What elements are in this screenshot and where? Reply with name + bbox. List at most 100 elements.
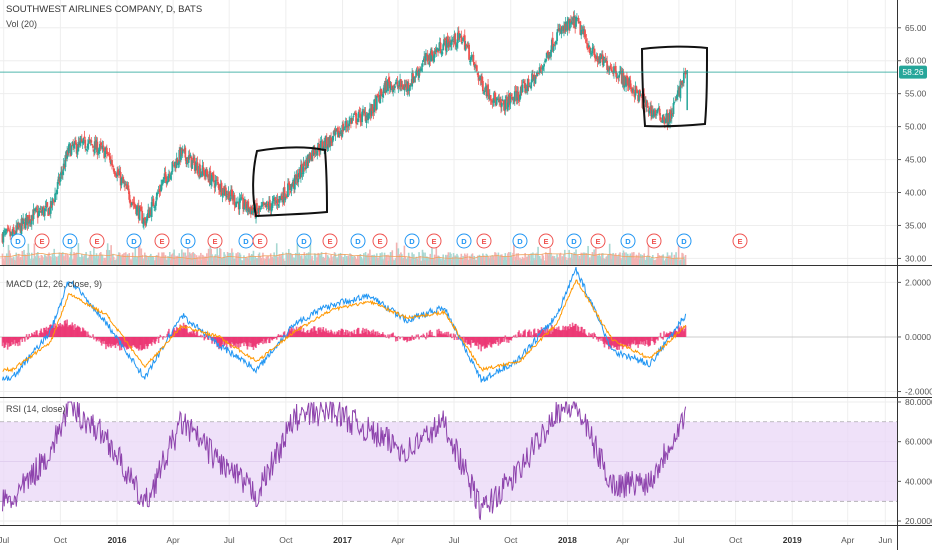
earnings-marker[interactable]: E xyxy=(646,233,662,249)
volume-bar xyxy=(257,254,260,265)
candle-body xyxy=(191,159,194,169)
earnings-marker[interactable]: E xyxy=(89,233,105,249)
candle-body xyxy=(566,21,569,31)
y-tick-label: 35.00 xyxy=(905,220,927,230)
earnings-marker[interactable]: E xyxy=(372,233,388,249)
volume-bar xyxy=(638,252,640,265)
dividend-marker[interactable]: D xyxy=(404,233,420,249)
earnings-marker[interactable]: E xyxy=(252,233,268,249)
dividend-marker[interactable]: D xyxy=(350,233,366,249)
macd-histogram-bar xyxy=(316,334,319,337)
volume-bar xyxy=(479,256,482,265)
dividend-marker[interactable]: D xyxy=(566,233,582,249)
earnings-marker[interactable]: E xyxy=(426,233,442,249)
candle-body xyxy=(462,37,464,42)
volume-bar xyxy=(581,255,583,265)
earnings-marker[interactable]: E xyxy=(732,233,748,249)
macd-histogram-bar xyxy=(92,334,94,337)
volume-bar xyxy=(658,254,660,265)
macd-histogram-bar xyxy=(259,336,262,343)
earnings-marker[interactable]: E xyxy=(207,233,223,249)
volume-bar xyxy=(378,256,381,265)
volume-bar xyxy=(334,253,337,265)
dividend-marker[interactable]: D xyxy=(296,233,312,249)
earnings-marker[interactable]: E xyxy=(538,233,554,249)
macd-histogram-bar xyxy=(83,330,86,337)
earnings-marker[interactable]: E xyxy=(322,233,338,249)
user-drawings[interactable] xyxy=(252,45,709,218)
earnings-marker[interactable]: E xyxy=(590,233,606,249)
macd-histogram-bar xyxy=(71,322,74,337)
dividend-marker[interactable]: D xyxy=(10,233,26,249)
drawing-rectangle-2018[interactable] xyxy=(640,45,709,128)
volume-bar xyxy=(36,252,38,265)
dividend-marker[interactable]: D xyxy=(620,233,636,249)
dividend-marker[interactable]: D xyxy=(676,233,692,249)
macd-histogram-bar xyxy=(426,336,429,338)
volume-bar xyxy=(525,260,527,265)
macd-histogram-bar xyxy=(465,336,468,340)
macd-histogram-bar xyxy=(460,336,463,338)
x-axis[interactable]: Jul Oct 2016 Apr Jul Oct 2017 Apr Jul Oct 2018 Apr J… xyxy=(0,535,892,545)
candle-body xyxy=(5,229,8,232)
candle-body xyxy=(664,118,667,124)
volume-indicator-label[interactable]: Vol (20) xyxy=(6,19,37,29)
volume-bar xyxy=(200,252,202,265)
dividend-marker[interactable]: D xyxy=(238,233,254,249)
candle-body xyxy=(209,170,212,185)
earnings-marker[interactable]: E xyxy=(154,233,170,249)
volume-bar xyxy=(94,258,97,265)
volume-bar xyxy=(587,245,589,265)
candle-body xyxy=(537,72,539,74)
candle-body xyxy=(611,70,614,72)
dividend-marker[interactable]: D xyxy=(512,233,528,249)
candle-body xyxy=(248,208,251,212)
candle-body xyxy=(618,74,621,78)
candle-body xyxy=(546,51,549,54)
macd-histogram-bar xyxy=(464,336,467,343)
macd-histogram-bar xyxy=(647,336,650,347)
candle-body xyxy=(146,214,149,221)
candle-body xyxy=(256,203,258,211)
macd-histogram-bar xyxy=(74,328,77,337)
macd-histogram-bar xyxy=(668,332,670,337)
macd-indicator-label[interactable]: MACD (12, 26, close, 9) xyxy=(6,279,102,289)
dividend-marker[interactable]: D xyxy=(62,233,78,249)
volume-bar xyxy=(426,256,428,265)
dividend-marker[interactable]: D xyxy=(456,233,472,249)
drawing-rectangle-2016[interactable] xyxy=(252,146,329,218)
volume-bar xyxy=(129,260,131,265)
macd-histogram-bar xyxy=(374,331,376,337)
macd-histogram-bar xyxy=(81,327,84,337)
rsi-indicator-label[interactable]: RSI (14, close) xyxy=(6,404,66,414)
volume-bar xyxy=(30,260,32,265)
volume-bar xyxy=(230,259,232,265)
volume-bar xyxy=(261,260,263,265)
macd-histogram-bar xyxy=(655,336,658,340)
volume-bar xyxy=(115,259,118,265)
volume-bar xyxy=(103,257,106,265)
macd-histogram-bar xyxy=(488,336,490,346)
volume-bar xyxy=(414,257,417,265)
candle-body xyxy=(228,191,231,203)
volume-bar xyxy=(178,253,181,265)
candle-body xyxy=(495,99,498,105)
dividend-marker[interactable]: D xyxy=(180,233,196,249)
macd-histogram-bar xyxy=(353,329,356,337)
volume-bar xyxy=(168,252,171,265)
volume-bar xyxy=(631,252,633,265)
macd-histogram-bar xyxy=(493,336,495,344)
volume-bar xyxy=(112,253,114,265)
macd-histogram-bar xyxy=(233,336,236,345)
macd-histogram-bar xyxy=(344,332,346,337)
macd-histogram-bar xyxy=(420,335,423,337)
y-axes[interactable]: 65.0060.0055.0050.0045.0040.0035.0030.00… xyxy=(897,23,932,526)
candle-body xyxy=(43,208,46,216)
dividend-marker[interactable]: D xyxy=(126,233,142,249)
macd-histogram-bar xyxy=(182,322,185,337)
macd-histogram-bar xyxy=(37,334,39,337)
earnings-marker[interactable]: E xyxy=(34,233,50,249)
earnings-marker[interactable]: E xyxy=(476,233,492,249)
